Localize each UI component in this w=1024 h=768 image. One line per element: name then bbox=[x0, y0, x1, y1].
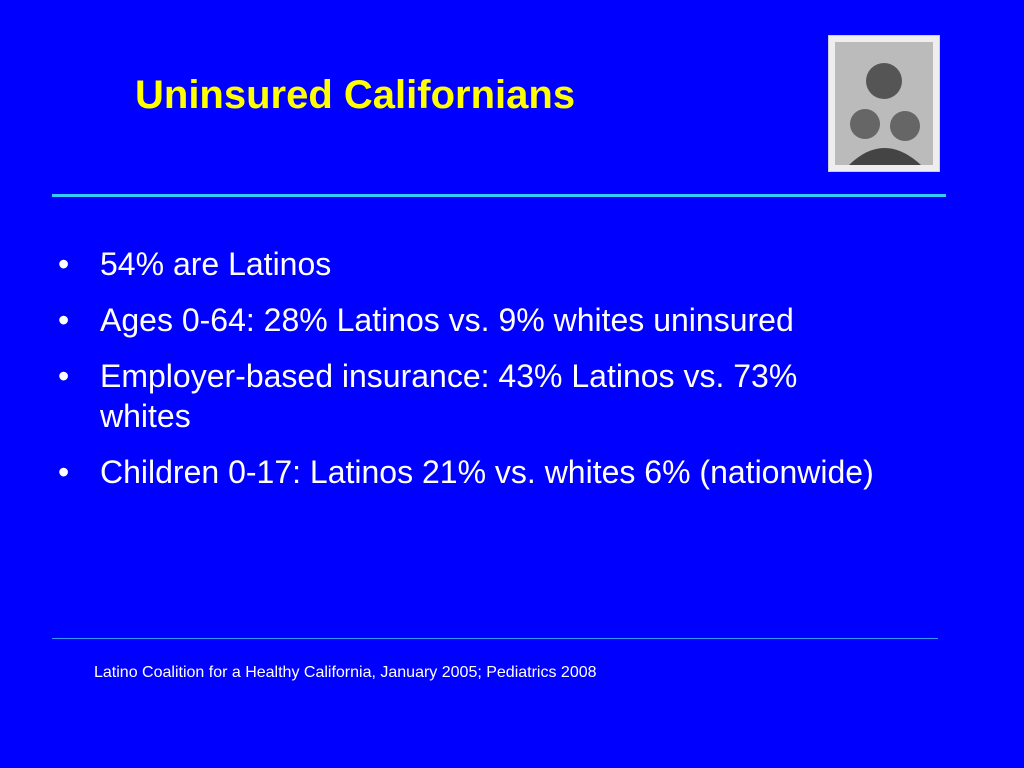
source-note: Latino Coalition for a Healthy Californi… bbox=[94, 664, 597, 681]
slide-title: Uninsured Californians bbox=[135, 73, 576, 117]
footer-rule bbox=[52, 638, 938, 639]
photo bbox=[828, 35, 940, 172]
bullet-list: 54% are Latinos Ages 0-64: 28% Latinos vs… bbox=[58, 244, 888, 508]
bullet: 54% are Latinos bbox=[58, 244, 888, 284]
bullet: Ages 0-64: 28% Latinos vs. 9% whites uni… bbox=[58, 300, 888, 340]
bullet: Employer-based insurance: 43% Latinos vs… bbox=[58, 356, 888, 436]
title-rule bbox=[52, 194, 946, 197]
bullet: Children 0-17: Latinos 21% vs. whites 6%… bbox=[58, 452, 888, 492]
